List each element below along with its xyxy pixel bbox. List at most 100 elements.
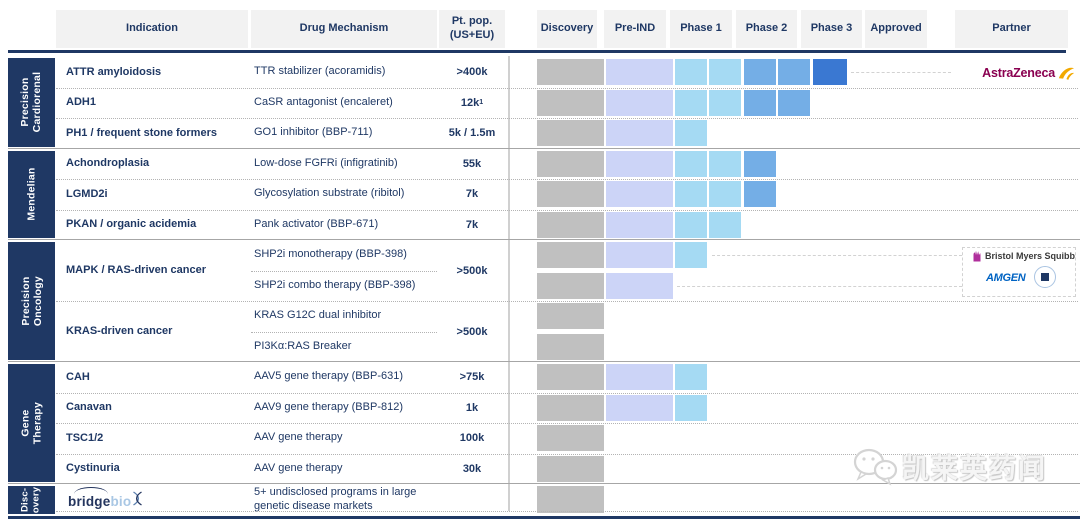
row-indication: CAH: [66, 370, 90, 383]
footer-divider-line: [8, 516, 1080, 519]
row-separator: [56, 179, 1078, 180]
group-separator: [8, 239, 1080, 240]
stage-bar-discovery: [537, 181, 604, 207]
bms-wordmark: Bristol Myers Squibb: [985, 251, 1076, 261]
stage-bar-phase1: [709, 59, 741, 85]
partner-connector-shp2i-mono: [712, 255, 962, 256]
stage-bar-discovery: [537, 394, 604, 421]
table-bottom-dotted-line: [56, 511, 1078, 512]
watermark: 凯莱英药闻: [852, 446, 1047, 486]
row-mechanism: AAV5 gene therapy (BBP-631): [254, 370, 403, 383]
stage-bar-discovery: [537, 211, 604, 238]
row-indication: KRAS-driven cancer: [66, 325, 173, 338]
row-mechanism: Pank activator (BBP-671): [254, 217, 379, 230]
row-indication: ATTR amyloidosis: [66, 65, 162, 78]
stage-bar-discovery: [537, 272, 604, 299]
column-header-partner: Partner: [955, 10, 1068, 48]
stage-bar-discovery: [537, 364, 604, 390]
stage-bar-discovery: [537, 455, 604, 482]
stage-bar-discovery: [537, 120, 604, 146]
bridgebio-dna-icon: [133, 491, 143, 506]
row-pt-pop: 1k: [465, 401, 479, 414]
stage-bar-pre-ind: [606, 211, 673, 238]
stage-bar-discovery: [537, 150, 604, 177]
category-gene-therapy: Gene Therapy: [8, 364, 55, 482]
stage-bar-phase2: [744, 150, 776, 177]
stage-bar-pre-ind: [606, 89, 673, 116]
row-mechanism: TTR stabilizer (acoramidis): [254, 65, 386, 78]
stage-bar-pre-ind: [606, 150, 673, 177]
row-pt-pop: >500k: [456, 325, 488, 338]
row-indication: PH1 / frequent stone formers: [66, 126, 217, 139]
row-pt-pop: 7k: [465, 218, 479, 231]
stage-bar-phase1: [709, 181, 741, 207]
row-mechanism: SHP2i monotherapy (BBP-398): [254, 248, 407, 261]
column-header-drug-mechanism: Drug Mechanism: [251, 10, 437, 48]
row-indication: PKAN / organic acidemia: [66, 218, 197, 231]
stage-bar-phase1: [709, 211, 741, 238]
stage-bar-phase2: [778, 89, 810, 116]
row-indication: ADH1: [66, 96, 96, 109]
row-pt-pop: >400k: [456, 66, 488, 79]
row-mechanism: Glycosylation substrate (ribitol): [254, 187, 405, 200]
stage-bar-pre-ind: [606, 242, 673, 268]
row-mechanism: PI3Kα:RAS Breaker: [254, 339, 352, 352]
row-pt-pop: 7k: [465, 188, 479, 201]
row-pt-pop: 100k: [459, 432, 485, 445]
category-precision-cardiorenal: Precision Cardiorenal: [8, 58, 55, 147]
row-mechanism: KRAS G12C dual inhibitor: [254, 309, 382, 322]
stage-bar-pre-ind: [606, 272, 673, 299]
group-separator: [8, 361, 1080, 362]
column-header-pt-pop: Pt. pop. (US+EU): [439, 10, 505, 48]
stage-bar-discovery: [537, 425, 604, 451]
row-pt-pop: 30k: [462, 462, 482, 475]
stage-bar-phase1: [709, 150, 741, 177]
stage-bar-phase1: [675, 89, 707, 116]
column-header-phase-2: Phase 2: [736, 10, 797, 48]
row-separator: [56, 423, 1078, 424]
row-pt-pop: 55k: [462, 157, 482, 170]
category-precision-oncology: Precision Oncology: [8, 242, 55, 360]
row-separator: [56, 209, 1078, 211]
partner-connector-shp2i-combo: [677, 286, 962, 287]
stage-bar-phase1: [709, 89, 741, 116]
subrow-separator: [251, 331, 437, 333]
bridgebio-logo: bridge bio: [68, 491, 143, 509]
stage-bar-phase1: [675, 394, 707, 421]
stage-bar-phase1: [675, 59, 707, 85]
row-pt-pop: >500k: [456, 264, 488, 277]
row-mechanism: SHP2i combo therapy (BBP-398): [254, 278, 416, 291]
row-separator: [56, 392, 1078, 394]
bridgebio-wordmark-light: bio: [110, 494, 132, 509]
category-discovery: Disc- overy: [8, 486, 55, 514]
astrazeneca-wordmark: AstraZeneca: [982, 65, 1055, 80]
stage-bar-pre-ind: [606, 394, 673, 421]
stage-bar-discovery: [537, 303, 604, 329]
row-separator: [56, 118, 1078, 119]
stage-bar-pre-ind: [606, 364, 673, 390]
row-indication: LGMD2i: [66, 187, 108, 200]
partner-bms-logo: Bristol Myers Squibb: [972, 250, 1075, 262]
row-indication: TSC1/2: [66, 431, 104, 444]
stage-bar-phase2: [744, 89, 776, 116]
row-pt-pop: 5k / 1.5m: [448, 127, 496, 140]
watermark-text: 凯莱英药闻: [902, 453, 1047, 484]
stage-bar-discovery: [537, 89, 604, 116]
partner-amgen-logo: AMGEN: [986, 272, 1026, 284]
stage-bar-discovery: [537, 59, 604, 85]
stage-bar-phase2: [744, 59, 776, 85]
stage-bar-discovery: [537, 486, 604, 513]
column-header-phase-1: Phase 1: [670, 10, 732, 48]
row-mechanism: AAV gene therapy: [254, 461, 343, 474]
row-mechanism: AAV9 gene therapy (BBP-812): [254, 400, 403, 413]
stage-bar-phase1: [675, 211, 707, 238]
column-header-approved: Approved: [865, 10, 927, 48]
row-pt-pop: >75k: [459, 371, 485, 384]
stage-bar-pre-ind: [606, 120, 673, 146]
column-header-discovery: Discovery: [537, 10, 597, 48]
row-indication: Cystinuria: [66, 462, 120, 475]
partner-connector-attr: [851, 72, 951, 73]
stage-bar-pre-ind: [606, 59, 673, 85]
